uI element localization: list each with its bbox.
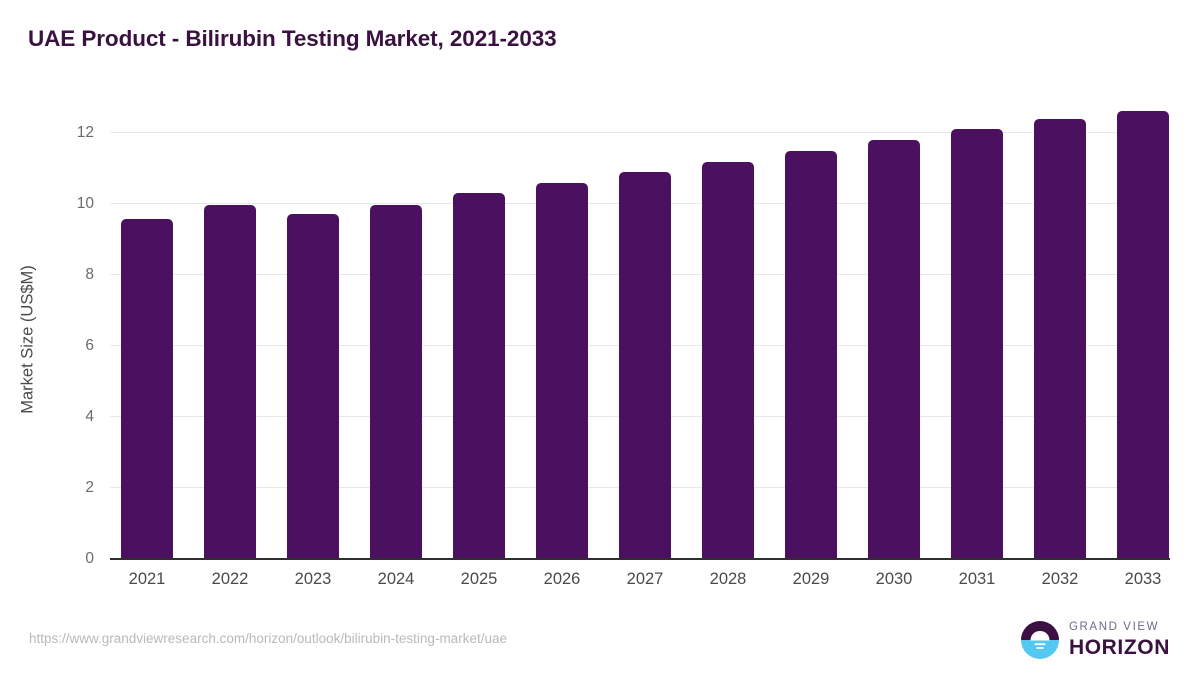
x-axis-tick-label: 2025 bbox=[460, 570, 498, 588]
y-axis-tick-label: 6 bbox=[85, 337, 94, 354]
bar[interactable] bbox=[536, 182, 588, 558]
bar[interactable] bbox=[121, 218, 173, 558]
plot-area bbox=[110, 100, 1170, 560]
gridline bbox=[110, 132, 1170, 133]
brand-logo[interactable]: GRAND VIEW HORIZON bbox=[1020, 620, 1170, 660]
y-axis-tick-label: 12 bbox=[76, 124, 94, 141]
bar[interactable] bbox=[453, 193, 505, 558]
x-axis-tick-label: 2021 bbox=[128, 570, 166, 588]
y-axis-tick-label: 2 bbox=[85, 479, 94, 496]
x-axis-tick-label: 2026 bbox=[543, 570, 581, 588]
y-axis-tick-label: 0 bbox=[85, 550, 94, 567]
bar[interactable] bbox=[370, 205, 422, 558]
bar[interactable] bbox=[951, 129, 1003, 558]
bar[interactable] bbox=[287, 214, 339, 558]
bar[interactable] bbox=[619, 172, 671, 558]
y-axis-tick-labels: 0 2 4 6 8 10 12 bbox=[42, 100, 94, 567]
grand-view-horizon-circle-icon bbox=[1020, 621, 1059, 659]
page-title: UAE Product - Bilirubin Testing Market, … bbox=[28, 26, 557, 51]
y-axis-tick-label: 8 bbox=[85, 266, 94, 283]
x-axis-tick-label: 2030 bbox=[875, 570, 913, 588]
x-axis-tick-labels: 2021 2022 2023 2024 2025 2026 2027 2028 2029 2030… bbox=[110, 0, 1170, 675]
x-axis-tick-label: 2033 bbox=[1124, 570, 1162, 588]
logo-wordmark: GRAND VIEW HORIZON bbox=[1069, 622, 1170, 658]
bar[interactable] bbox=[868, 140, 920, 558]
logo-line-2: HORIZON bbox=[1068, 635, 1170, 659]
bar[interactable] bbox=[702, 161, 754, 558]
x-axis-tick-label: 2029 bbox=[792, 570, 830, 588]
source-url[interactable]: https://www.grandviewresearch.com/horizo… bbox=[29, 631, 507, 646]
bar[interactable] bbox=[204, 204, 256, 558]
x-axis-tick-label: 2028 bbox=[709, 570, 747, 588]
bar[interactable] bbox=[1034, 118, 1086, 558]
x-axis-tick-label: 2027 bbox=[626, 570, 664, 588]
x-axis-tick-label: 2032 bbox=[1041, 570, 1079, 588]
y-axis-tick-label: 10 bbox=[76, 195, 94, 212]
bar[interactable] bbox=[1117, 111, 1169, 558]
x-axis-tick-label: 2023 bbox=[294, 570, 332, 588]
y-axis-tick-label: 4 bbox=[85, 408, 94, 425]
x-axis-tick-label: 2024 bbox=[377, 570, 415, 588]
x-axis-tick-label: 2022 bbox=[211, 570, 249, 588]
logo-line-1: GRAND VIEW bbox=[1068, 621, 1160, 634]
x-axis-tick-label: 2031 bbox=[958, 570, 996, 588]
x-axis-line bbox=[110, 558, 1170, 560]
bar[interactable] bbox=[785, 150, 837, 558]
y-axis-title: Market Size (US$M) bbox=[18, 265, 37, 414]
